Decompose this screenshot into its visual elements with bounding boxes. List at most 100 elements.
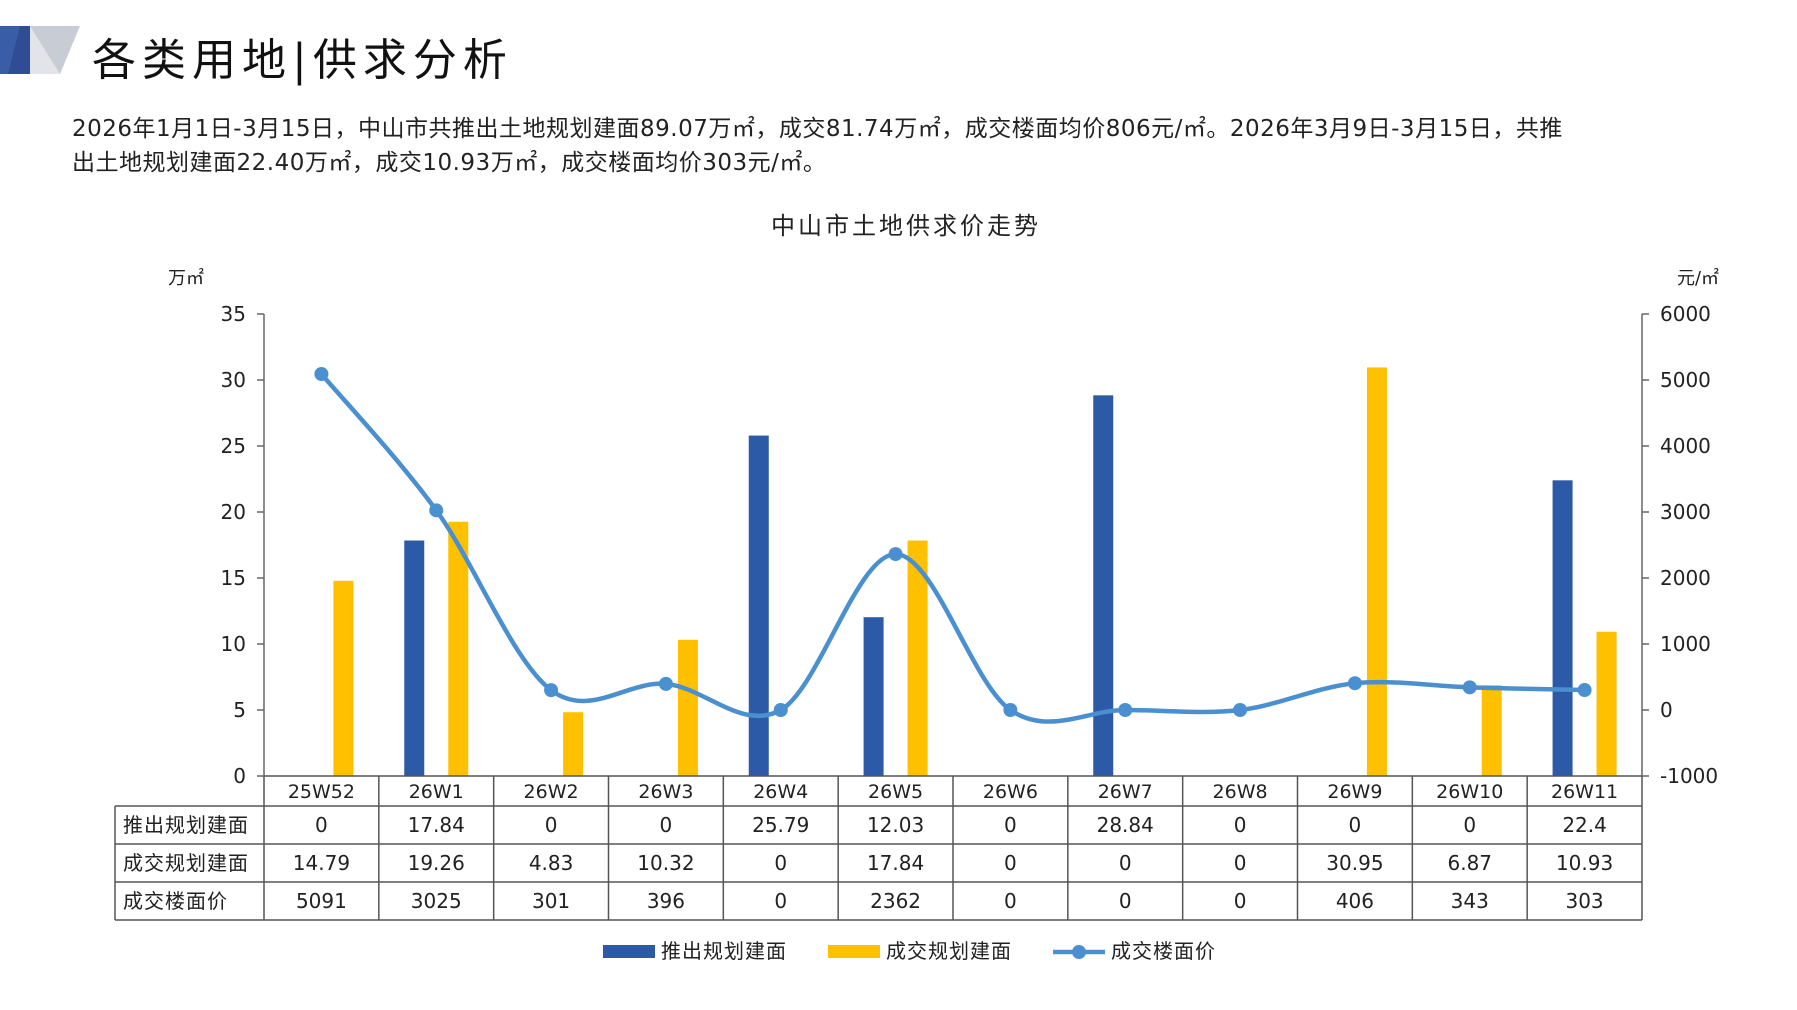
- legend-swatch: [603, 945, 655, 958]
- x-tick-label: 26W11: [1551, 781, 1618, 803]
- legend-label: 成交规划建面: [886, 939, 1012, 963]
- bar-supply: [748, 435, 769, 776]
- table-cell: 2362: [870, 889, 921, 913]
- table-cell: 17.84: [408, 813, 465, 837]
- table-cell: 301: [532, 889, 570, 913]
- bar-deal: [563, 712, 584, 776]
- summary-line-1: 2026年1月1日-3月15日，中山市共推出土地规划建面89.07万㎡，成交81…: [72, 116, 1563, 142]
- y-right-tick-label: 2000: [1660, 566, 1711, 590]
- header: 各类用地|供求分析: [0, 18, 700, 88]
- y-left-tick-label: 5: [233, 698, 246, 722]
- price-point: [658, 676, 673, 691]
- table-cell: 0: [1234, 813, 1247, 837]
- legend-swatch: [828, 945, 880, 958]
- x-tick-label: 26W7: [1098, 781, 1153, 803]
- y-right-tick-label: 6000: [1660, 302, 1711, 326]
- price-point: [1003, 703, 1018, 717]
- price-point: [544, 683, 559, 698]
- table-cell: 17.84: [867, 851, 924, 875]
- y-right-tick-label: 3000: [1660, 500, 1711, 524]
- y-left-tick-label: 15: [221, 566, 246, 590]
- y-left-tick-label: 30: [221, 368, 246, 392]
- price-point: [773, 703, 788, 717]
- table-cell: 25.79: [752, 813, 809, 837]
- price-point: [1462, 680, 1477, 695]
- table-cell: 30.95: [1326, 851, 1383, 875]
- table-cell: 12.03: [867, 813, 924, 837]
- bar-deal: [677, 639, 698, 776]
- table-cell: 5091: [296, 889, 347, 913]
- bar-supply: [863, 617, 884, 776]
- table-cell: 0: [774, 851, 787, 875]
- table-row-label: 推出规划建面: [123, 813, 249, 837]
- x-tick-label: 26W4: [753, 781, 808, 803]
- table-cell: 0: [1004, 813, 1017, 837]
- table-cell: 3025: [411, 889, 462, 913]
- x-tick-label: 26W10: [1436, 781, 1503, 803]
- y-left-tick-label: 20: [221, 500, 246, 524]
- chart-title: 中山市土地供求价走势: [771, 212, 1041, 240]
- table-cell: 0: [315, 813, 328, 837]
- table-cell: 0: [1119, 851, 1132, 875]
- table-cell: 0: [1004, 851, 1017, 875]
- x-tick-label: 26W2: [524, 781, 579, 803]
- x-tick-label: 26W1: [409, 781, 464, 803]
- table-cell: 0: [1234, 851, 1247, 875]
- y-left-tick-label: 25: [221, 434, 246, 458]
- y-right-tick-label: -1000: [1660, 764, 1718, 788]
- y-left-tick-label: 0: [233, 764, 246, 788]
- table-cell: 22.4: [1562, 813, 1607, 837]
- price-point: [1347, 676, 1362, 691]
- y-right-tick-label: 1000: [1660, 632, 1711, 656]
- table-cell: 0: [1349, 813, 1362, 837]
- summary-text: 2026年1月1日-3月15日，中山市共推出土地规划建面89.07万㎡，成交81…: [72, 112, 1752, 180]
- x-tick-label: 26W5: [868, 781, 923, 803]
- price-point: [314, 366, 329, 381]
- x-tick-label: 25W52: [288, 781, 355, 803]
- y-left-tick-label: 35: [221, 302, 246, 326]
- x-tick-label: 26W8: [1213, 781, 1268, 803]
- price-point: [1118, 703, 1133, 717]
- y-right-tick-label: 0: [1660, 698, 1673, 722]
- bar-deal: [907, 540, 928, 776]
- y-right-tick-label: 5000: [1660, 368, 1711, 392]
- y-right-tick-label: 4000: [1660, 434, 1711, 458]
- table-cell: 19.26: [408, 851, 465, 875]
- price-point: [888, 547, 903, 562]
- price-point: [1233, 703, 1248, 717]
- legend-label: 推出规划建面: [661, 939, 787, 963]
- table-cell: 10.93: [1556, 851, 1613, 875]
- table-cell: 4.83: [529, 851, 574, 875]
- legend-marker: [1072, 945, 1086, 959]
- bar-deal: [1481, 685, 1502, 776]
- table-cell: 0: [1463, 813, 1476, 837]
- x-tick-label: 26W9: [1327, 781, 1382, 803]
- table-cell: 0: [774, 889, 787, 913]
- y-axis-left-label: 万㎡: [168, 267, 204, 289]
- table-row-label: 成交楼面价: [123, 889, 228, 913]
- table-cell: 406: [1336, 889, 1374, 913]
- logo-icon: [0, 26, 80, 74]
- table-cell: 6.87: [1447, 851, 1492, 875]
- table-cell: 28.84: [1097, 813, 1154, 837]
- price-line: [319, 372, 1585, 724]
- y-left-tick-label: 10: [221, 632, 246, 656]
- bar-deal: [1366, 367, 1387, 776]
- bar-deal: [448, 521, 469, 776]
- table-cell: 10.32: [637, 851, 694, 875]
- table-cell: 0: [1004, 889, 1017, 913]
- table-cell: 0: [1234, 889, 1247, 913]
- x-tick-label: 26W3: [638, 781, 693, 803]
- table-cell: 0: [545, 813, 558, 837]
- bar-deal: [1596, 631, 1617, 776]
- table-cell: 396: [647, 889, 685, 913]
- table-cell: 14.79: [293, 851, 350, 875]
- page-title: 各类用地|供求分析: [92, 35, 513, 86]
- table-row-label: 成交规划建面: [123, 851, 249, 875]
- price-point: [429, 503, 444, 518]
- table-cell: 0: [1119, 889, 1132, 913]
- y-axis-right-label: 元/㎡: [1677, 267, 1719, 289]
- table-cell: 343: [1451, 889, 1489, 913]
- x-tick-label: 26W6: [983, 781, 1038, 803]
